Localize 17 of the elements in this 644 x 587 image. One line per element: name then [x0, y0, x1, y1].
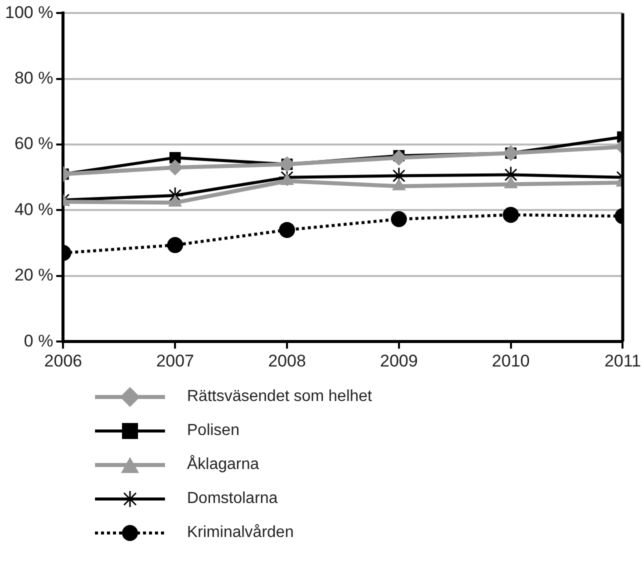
x-tick-label: 2009	[380, 351, 418, 370]
x-tick-label: 2008	[268, 351, 306, 370]
x-tick-label: 2006	[44, 351, 82, 370]
y-tick-label: 40 %	[14, 200, 54, 219]
legend-label: Kriminalvården	[187, 524, 294, 542]
legend-label: Rättsväsendet som helhet	[187, 388, 372, 406]
y-tick-label: 0 %	[24, 331, 54, 350]
x-tick-label: 2007	[156, 351, 194, 370]
x-tick-label: 2010	[492, 351, 530, 370]
y-tick-label: 100 %	[5, 2, 54, 22]
legend-label: Åklagarna	[187, 456, 260, 474]
x-tick-label: 2011	[604, 351, 642, 370]
y-tick-label: 20 %	[14, 266, 54, 285]
legend-label: Domstolarna	[187, 490, 278, 508]
legend-label: Polisen	[187, 422, 240, 440]
y-tick-label: 60 %	[14, 134, 54, 154]
y-tick-label: 80 %	[14, 68, 54, 88]
